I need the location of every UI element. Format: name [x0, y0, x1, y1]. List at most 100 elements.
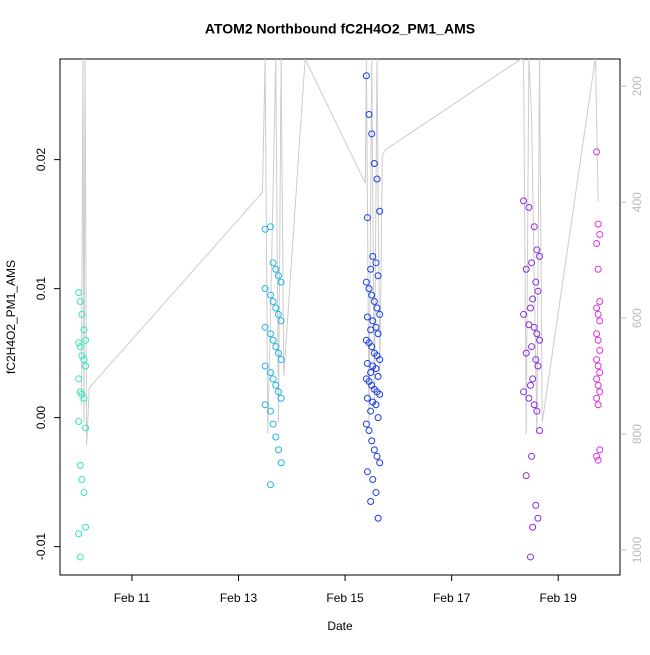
point	[367, 407, 375, 415]
point	[528, 452, 536, 460]
point	[266, 481, 274, 489]
point	[272, 381, 280, 389]
point	[594, 336, 602, 344]
point	[363, 313, 371, 321]
point	[80, 356, 88, 364]
point	[374, 514, 382, 522]
point	[376, 356, 384, 364]
point	[520, 388, 528, 396]
point	[526, 553, 534, 561]
point	[76, 298, 84, 306]
point	[368, 291, 376, 299]
point	[370, 159, 378, 167]
point	[596, 317, 604, 325]
y2-tick-label: 1000	[630, 536, 644, 563]
point	[80, 488, 88, 496]
point	[82, 362, 90, 370]
point	[372, 259, 380, 267]
point	[374, 414, 382, 422]
point	[75, 339, 83, 347]
y2-tick-label: 200	[630, 76, 644, 96]
point	[593, 330, 601, 338]
point	[593, 356, 601, 364]
y2-tick-label: 400	[630, 192, 644, 212]
point	[529, 375, 537, 383]
point	[367, 326, 375, 334]
point	[274, 349, 282, 357]
point	[277, 356, 285, 364]
point	[528, 259, 536, 267]
point	[528, 343, 536, 351]
chart-title: ATOM2 Northbound fC2H4O2_PM1_AMS	[205, 21, 475, 37]
point	[373, 304, 381, 312]
point	[534, 287, 542, 295]
point	[593, 148, 601, 156]
point	[596, 446, 604, 454]
point	[534, 514, 542, 522]
point	[594, 381, 602, 389]
y-tick-label: 0.02	[34, 148, 48, 172]
line-layer	[80, 59, 599, 446]
point	[274, 272, 282, 280]
point	[596, 368, 604, 376]
point	[372, 488, 380, 496]
point	[594, 362, 602, 370]
point	[520, 310, 528, 318]
y-tick-label: 0.01	[34, 277, 48, 301]
point	[365, 110, 373, 118]
point	[522, 349, 530, 357]
point	[536, 427, 544, 435]
point	[363, 214, 371, 222]
point	[376, 390, 384, 398]
point	[593, 452, 601, 460]
point	[593, 394, 601, 402]
point	[269, 259, 277, 267]
point	[593, 375, 601, 383]
point-layer	[75, 72, 604, 561]
point	[530, 323, 538, 331]
y2-tick-label: 800	[630, 424, 644, 444]
point	[532, 501, 540, 509]
point	[269, 375, 277, 383]
point	[78, 390, 86, 398]
point	[373, 452, 381, 460]
point	[594, 265, 602, 273]
point	[80, 394, 88, 402]
point	[374, 272, 382, 280]
point	[266, 407, 274, 415]
point	[525, 394, 533, 402]
point	[373, 175, 381, 183]
x-tick-label: Feb 13	[220, 591, 258, 605]
point	[594, 456, 602, 464]
point	[596, 298, 604, 306]
x-tick-label: Feb 11	[114, 591, 151, 605]
point	[76, 461, 84, 469]
point	[272, 265, 280, 273]
point	[367, 497, 375, 505]
point	[522, 265, 530, 273]
point	[362, 420, 370, 428]
point	[76, 343, 84, 351]
point	[593, 239, 601, 247]
x-axis-title: Date	[327, 619, 353, 633]
point	[522, 472, 530, 480]
point	[277, 459, 285, 467]
point	[530, 223, 538, 231]
point	[532, 356, 540, 364]
y2-tick-label: 600	[630, 308, 644, 328]
point	[362, 278, 370, 286]
point	[596, 347, 604, 355]
point	[596, 388, 604, 396]
point	[534, 362, 542, 370]
point	[536, 336, 544, 344]
point	[266, 291, 274, 299]
point	[529, 523, 537, 531]
x-tick-label: Feb 17	[433, 591, 471, 605]
point	[82, 336, 90, 344]
point	[82, 523, 90, 531]
point	[274, 310, 282, 318]
point	[376, 459, 384, 467]
point	[261, 323, 269, 331]
point	[277, 278, 285, 286]
